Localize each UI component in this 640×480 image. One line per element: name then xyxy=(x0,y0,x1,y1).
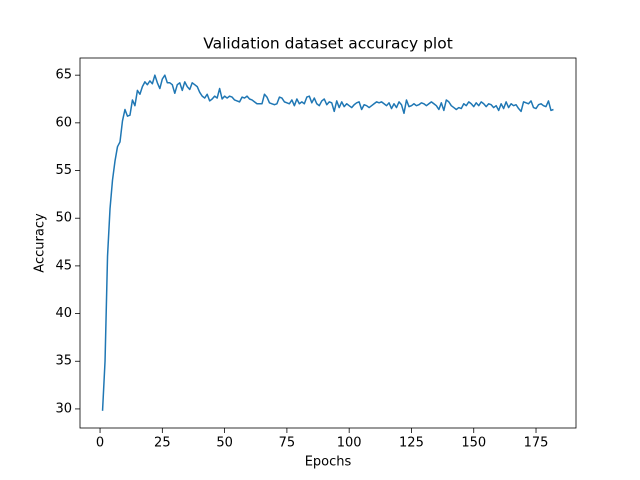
data-line xyxy=(101,74,554,411)
y-axis-label: Accuracy xyxy=(33,213,48,273)
x-axis-label: Epochs xyxy=(305,455,352,470)
x-tick-label: 50 xyxy=(216,436,233,451)
x-tick-label: 75 xyxy=(279,436,296,451)
y-tick-label: 60 xyxy=(55,115,72,130)
x-tick-label: 0 xyxy=(96,436,104,451)
chart-title: Validation dataset accuracy plot xyxy=(203,35,453,53)
y-tick-label: 55 xyxy=(55,163,72,178)
y-tick-label: 45 xyxy=(55,258,72,273)
y-tick-label: 40 xyxy=(55,306,72,321)
x-tick-label: 25 xyxy=(154,436,171,451)
y-tick-label: 30 xyxy=(55,401,72,416)
x-tick-label: 100 xyxy=(337,436,362,451)
y-tick-label: 50 xyxy=(55,211,72,226)
y-tick-label: 35 xyxy=(55,354,72,369)
x-tick-label: 175 xyxy=(524,436,549,451)
plot-frame xyxy=(79,57,577,429)
x-tick-label: 125 xyxy=(399,436,424,451)
x-tick-label: 150 xyxy=(461,436,486,451)
y-tick-label: 65 xyxy=(55,68,72,83)
